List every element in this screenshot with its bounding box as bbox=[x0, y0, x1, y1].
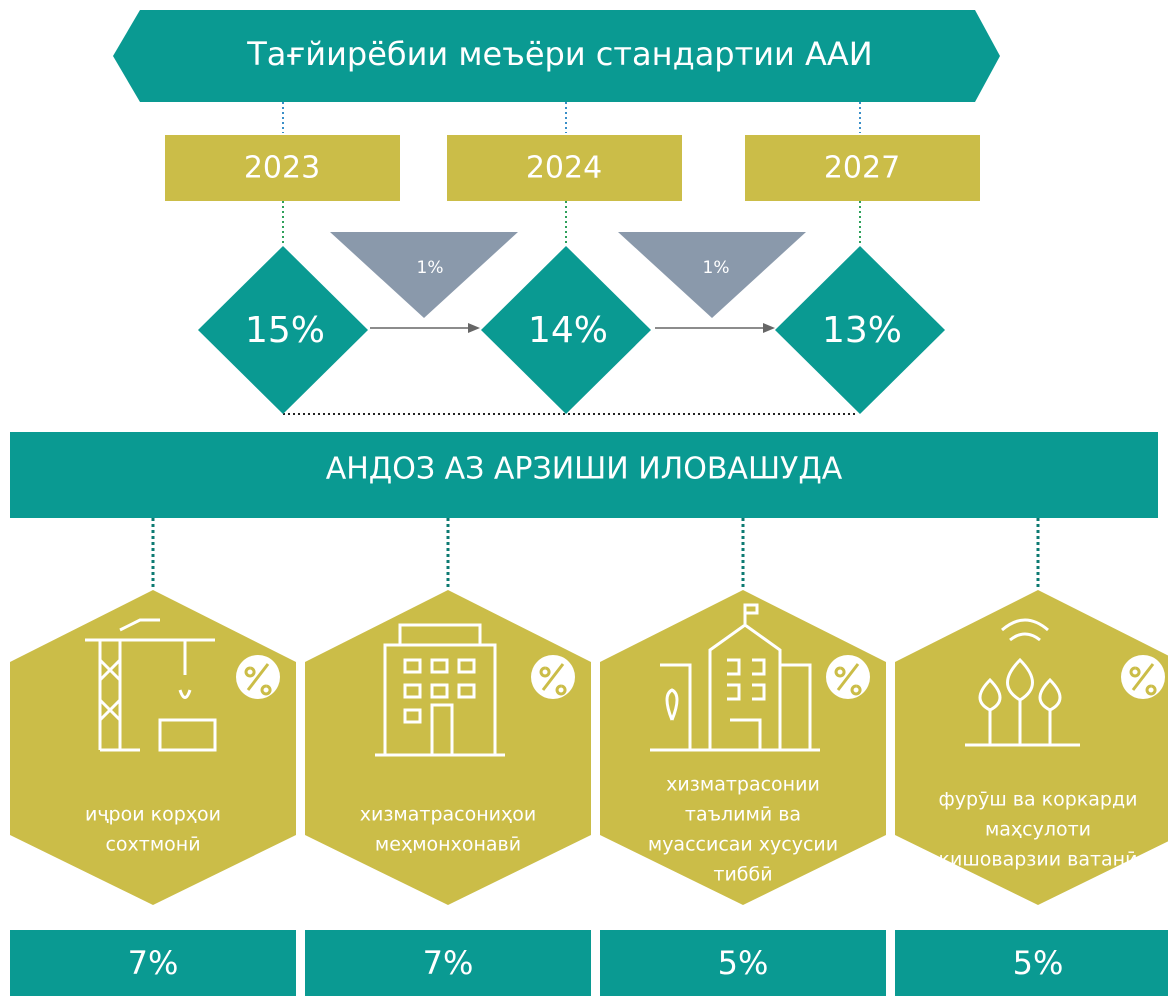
sector-label: маҳсулоти bbox=[985, 819, 1091, 841]
sector-rate: 7% bbox=[128, 944, 179, 982]
rate-diamond bbox=[481, 246, 651, 414]
sector-label: фурӯш ва коркарди bbox=[939, 789, 1138, 811]
sector-label: меҳмонхонавӣ bbox=[375, 834, 521, 856]
percent-sign bbox=[834, 663, 862, 696]
reduction-triangle bbox=[330, 232, 518, 318]
rate: 14% bbox=[528, 310, 608, 351]
sector-hexagon bbox=[10, 590, 296, 905]
percent-sign bbox=[244, 663, 272, 696]
sector-hexagon bbox=[600, 590, 886, 905]
sector-icon bbox=[85, 618, 217, 752]
rate-diamond bbox=[775, 246, 945, 414]
year: 2024 bbox=[526, 151, 602, 186]
rate-box bbox=[895, 930, 1168, 996]
sector-label: таълимӣ ва bbox=[685, 804, 801, 826]
sector-label: хизматрасонии bbox=[666, 774, 820, 796]
percent-sign bbox=[539, 663, 567, 696]
sector-icon bbox=[375, 623, 505, 757]
reduction-triangle bbox=[618, 232, 806, 318]
sector-rate: 5% bbox=[718, 944, 769, 982]
sector-label: хизматрасониҳои bbox=[360, 804, 537, 826]
year-box bbox=[745, 135, 980, 201]
year: 2023 bbox=[244, 151, 320, 186]
reduction-label: 1% bbox=[417, 258, 444, 278]
arrow-head bbox=[468, 323, 480, 333]
subtitle: АНДОЗ АЗ АРЗИШИ ИЛОВАШУДА bbox=[326, 452, 843, 487]
rate-box bbox=[305, 930, 591, 996]
rate-box bbox=[600, 930, 886, 996]
reduction-label: 1% bbox=[703, 258, 730, 278]
sector-hexagon bbox=[895, 590, 1168, 905]
sector-label: кишоварзии ватанӣ bbox=[939, 849, 1138, 871]
sector-icon bbox=[650, 603, 820, 752]
sector-label: тиббӣ bbox=[713, 864, 772, 886]
sector-label: иҷрои корҳои bbox=[85, 804, 221, 826]
rate-box bbox=[10, 930, 296, 996]
year-box bbox=[165, 135, 400, 201]
sector-hexagon bbox=[305, 590, 591, 905]
percent-sign bbox=[1129, 663, 1157, 696]
title-banner bbox=[113, 10, 1000, 102]
rate: 13% bbox=[822, 310, 902, 351]
arrow-head bbox=[763, 323, 775, 333]
subtitle-band bbox=[10, 432, 1158, 518]
sector-rate: 5% bbox=[1013, 944, 1064, 982]
year-box bbox=[447, 135, 682, 201]
rate: 15% bbox=[245, 310, 325, 351]
sector-label: муассисаи хусусии bbox=[648, 834, 838, 856]
sector-label: сохтмонӣ bbox=[105, 834, 200, 856]
year: 2027 bbox=[824, 151, 900, 186]
sector-icon bbox=[965, 618, 1080, 747]
title: Тағйирёбии меъёри стандартии ААИ bbox=[246, 35, 872, 73]
sector-rate: 7% bbox=[423, 944, 474, 982]
rate-diamond bbox=[198, 246, 368, 414]
